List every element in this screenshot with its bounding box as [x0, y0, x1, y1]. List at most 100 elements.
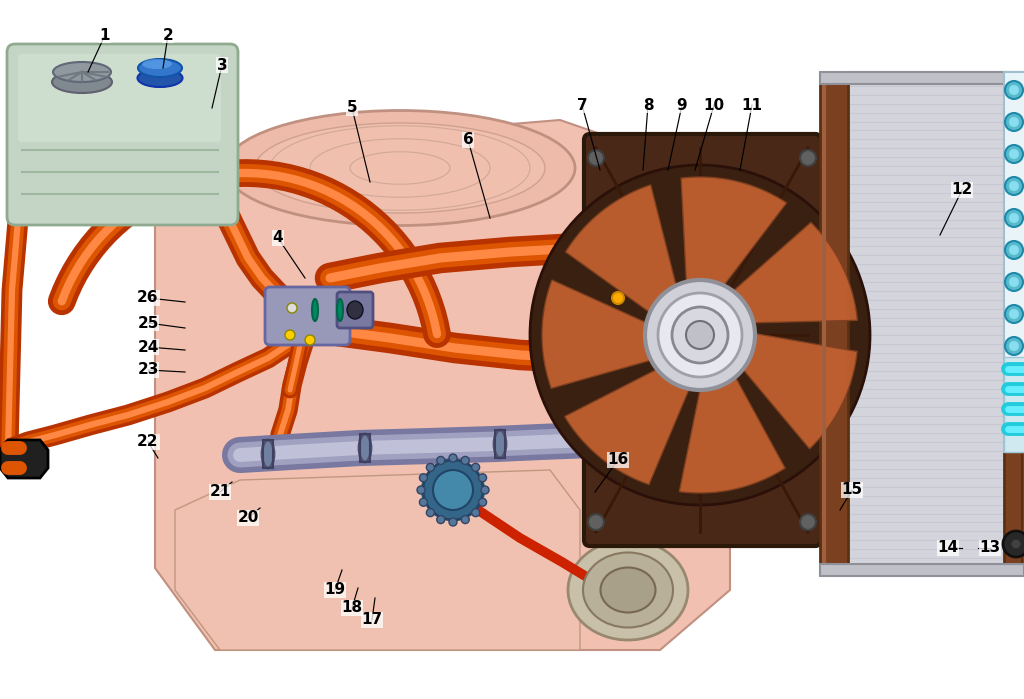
Polygon shape	[565, 185, 682, 326]
Text: 8: 8	[643, 97, 653, 113]
Circle shape	[588, 514, 604, 530]
Circle shape	[420, 474, 427, 482]
Circle shape	[426, 463, 434, 471]
Text: 26: 26	[137, 291, 159, 305]
Circle shape	[1002, 531, 1024, 557]
Text: 7: 7	[577, 97, 588, 113]
Ellipse shape	[337, 299, 343, 321]
Ellipse shape	[494, 430, 506, 458]
Circle shape	[423, 460, 483, 520]
Text: 18: 18	[341, 600, 362, 616]
Text: 14: 14	[937, 540, 958, 556]
Ellipse shape	[359, 434, 371, 462]
Circle shape	[588, 150, 604, 166]
Circle shape	[800, 514, 816, 530]
Circle shape	[645, 280, 755, 390]
Circle shape	[472, 463, 479, 471]
Text: 19: 19	[325, 582, 345, 598]
Text: 17: 17	[361, 612, 383, 628]
Circle shape	[305, 335, 315, 345]
Ellipse shape	[422, 464, 484, 516]
Bar	[1004, 357, 1024, 452]
Circle shape	[1009, 277, 1019, 287]
Ellipse shape	[600, 568, 655, 612]
Circle shape	[1009, 309, 1019, 319]
Circle shape	[1005, 241, 1023, 259]
Polygon shape	[681, 177, 786, 305]
Ellipse shape	[568, 540, 688, 640]
Circle shape	[530, 165, 870, 505]
Polygon shape	[679, 356, 785, 493]
Text: 23: 23	[137, 363, 159, 377]
Circle shape	[1009, 245, 1019, 255]
Circle shape	[672, 307, 728, 363]
Circle shape	[1009, 213, 1019, 223]
Circle shape	[1005, 305, 1023, 323]
Circle shape	[1005, 273, 1023, 291]
Circle shape	[1005, 113, 1023, 131]
Circle shape	[437, 456, 444, 464]
Circle shape	[426, 509, 434, 517]
Text: 24: 24	[137, 340, 159, 354]
Circle shape	[800, 150, 816, 166]
Polygon shape	[716, 222, 857, 324]
Text: 21: 21	[209, 484, 230, 500]
FancyBboxPatch shape	[337, 292, 373, 328]
Circle shape	[1005, 145, 1023, 163]
Circle shape	[1005, 177, 1023, 195]
Ellipse shape	[255, 123, 545, 213]
Text: 13: 13	[979, 540, 1000, 556]
Text: 4: 4	[272, 231, 284, 245]
Circle shape	[1005, 337, 1023, 355]
Circle shape	[433, 470, 473, 510]
Circle shape	[449, 454, 457, 462]
Text: 25: 25	[137, 315, 159, 331]
Circle shape	[658, 293, 742, 377]
Circle shape	[1009, 181, 1019, 191]
Polygon shape	[564, 359, 698, 484]
Ellipse shape	[225, 110, 575, 226]
Circle shape	[478, 498, 486, 506]
Ellipse shape	[137, 69, 182, 87]
Ellipse shape	[52, 71, 112, 93]
Circle shape	[287, 303, 297, 313]
Circle shape	[1009, 341, 1019, 351]
Polygon shape	[542, 280, 674, 389]
Text: 3: 3	[217, 57, 227, 73]
Bar	[360, 434, 370, 462]
Text: 5: 5	[347, 101, 357, 115]
Bar	[820, 564, 1024, 576]
Text: 20: 20	[238, 510, 259, 526]
Text: 10: 10	[703, 97, 725, 113]
Circle shape	[1005, 81, 1023, 99]
Circle shape	[1009, 117, 1019, 127]
Circle shape	[449, 518, 457, 526]
Circle shape	[1009, 149, 1019, 159]
FancyBboxPatch shape	[18, 54, 221, 142]
Circle shape	[1005, 209, 1023, 227]
Text: 11: 11	[741, 97, 763, 113]
Polygon shape	[155, 120, 730, 650]
Circle shape	[478, 474, 486, 482]
Polygon shape	[0, 440, 48, 478]
Text: 16: 16	[607, 452, 629, 468]
Circle shape	[481, 486, 489, 494]
Text: 15: 15	[842, 482, 862, 498]
Circle shape	[285, 330, 295, 340]
Circle shape	[686, 321, 714, 349]
FancyBboxPatch shape	[584, 134, 821, 546]
Circle shape	[461, 456, 469, 464]
Bar	[1004, 77, 1022, 567]
Circle shape	[437, 516, 444, 524]
Ellipse shape	[53, 62, 111, 82]
Bar	[1004, 72, 1024, 452]
Bar	[263, 440, 273, 468]
Ellipse shape	[262, 440, 274, 468]
Ellipse shape	[142, 59, 172, 69]
Bar	[820, 72, 1024, 84]
FancyBboxPatch shape	[265, 287, 350, 345]
Ellipse shape	[138, 59, 182, 77]
Text: 6: 6	[463, 133, 473, 147]
Ellipse shape	[312, 299, 318, 321]
Text: 22: 22	[137, 435, 159, 449]
